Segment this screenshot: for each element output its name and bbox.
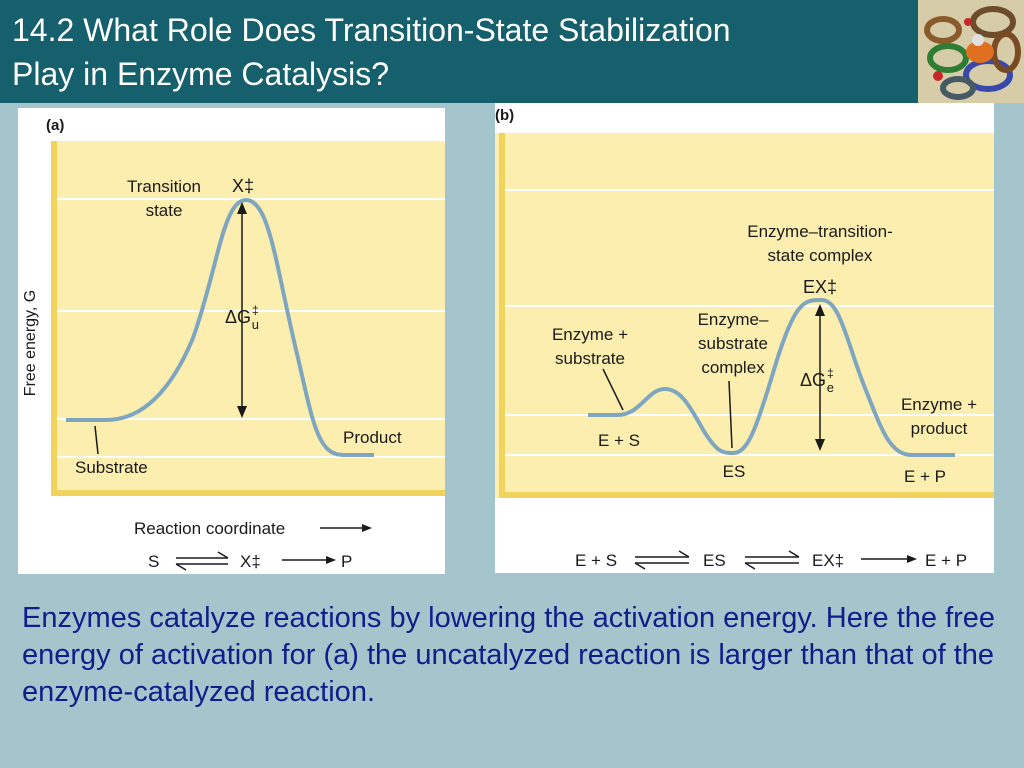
es-complex-label-2: substrate [698,334,768,353]
product-label: Product [343,428,402,447]
panel-a-label: (a) [46,117,64,134]
es-complex-pointer [728,380,733,449]
eq-a-s: S [148,552,159,571]
eq-b-2: ES [703,551,726,570]
x-axis-a [51,490,445,496]
y-axis-label-a: Free energy, G [22,290,39,396]
title-bar: 14.2 What Role Does Transition-State Sta… [0,0,918,103]
slide-caption: Enzymes catalyze reactions by lowering t… [22,602,996,708]
enzyme-substrate-label-1: Enzyme + [552,325,628,344]
x-axis-label-a: Reaction coordinate [134,519,285,538]
delta-g-u-label: ΔG‡ u [225,303,259,332]
transition-state-label-1: Transition [127,177,201,196]
e-plus-s-label: E + S [598,431,640,450]
y-axis-a [51,141,57,496]
ets-complex-label-1: Enzyme–transition- [747,222,893,241]
delta-g-e-label: ΔG‡ e [800,366,834,395]
slide-title-line2: Play in Enzyme Catalysis? [12,56,390,92]
es-min-label: ES [723,462,746,481]
x-double-dagger-label: X‡ [232,176,254,196]
enzyme-product-label-1: Enzyme + [901,395,977,414]
panel-a-diagram: (a) Free energy, G Transition state X‡ Δ… [18,108,445,574]
substrate-label: Substrate [75,458,148,477]
ex-double-dagger-label: EX‡ [803,277,837,297]
eq-a-x: X‡ [240,552,261,571]
energy-curve-b [588,297,955,457]
x-axis-b [499,492,994,498]
enzyme-product-label-2: product [911,419,968,438]
panel-b-diagram: (b) Enzyme–transition- state complex EX‡… [495,103,994,573]
panel-b-label: (b) [495,107,514,124]
eq-b-1: E + S [575,551,617,570]
enzyme-substrate-label-2: substrate [555,349,625,368]
slide-title-line1: 14.2 What Role Does Transition-State Sta… [12,12,731,48]
enzyme-substrate-pointer [602,368,624,411]
eq-b-4: E + P [925,551,967,570]
eq-b-3: EX‡ [812,551,844,570]
plot-area-b [495,133,994,498]
es-complex-label-3: complex [701,358,765,377]
substrate-pointer [94,425,99,455]
e-plus-p-label: E + P [904,467,946,486]
es-complex-label-1: Enzyme– [698,310,769,329]
transition-state-label-2: state [146,201,183,220]
ets-complex-label-2: state complex [768,246,873,265]
eq-a-p: P [341,552,352,571]
equilibrium-arrow-b1 [634,550,690,570]
protein-structure-icon [918,0,1024,103]
equilibrium-arrow-a [175,551,229,571]
energy-curve-a [66,197,374,457]
y-axis-b [499,133,505,498]
equilibrium-arrow-b2 [744,550,800,570]
